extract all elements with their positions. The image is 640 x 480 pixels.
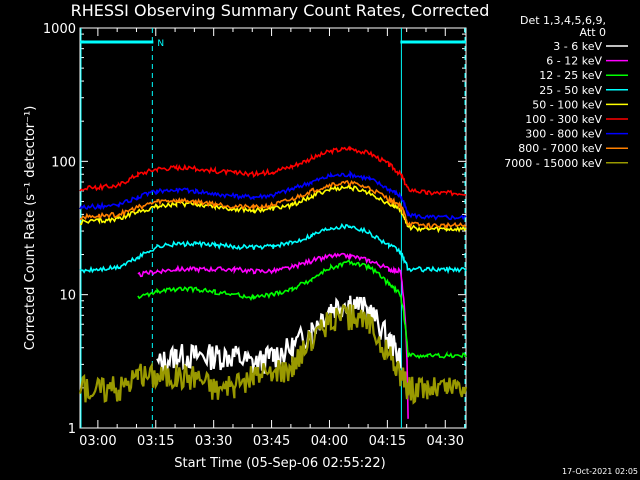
series-line [79,145,467,197]
legend-label: 6 - 12 keV [546,55,602,68]
x-tick-label: 04:15 [369,434,406,449]
legend-label: 100 - 300 keV [525,113,602,126]
legend-label: 3 - 6 keV [553,40,602,53]
series-line [137,259,467,360]
chart-title: RHESSI Observing Summary Count Rates, Co… [71,1,490,20]
series-line [79,180,467,230]
series-line [79,222,467,275]
legend-title: Det 1,3,4,5,6,9, [520,14,606,27]
x-tick-label: 04:30 [427,434,464,449]
plot-frame [79,27,467,429]
x-tick-label: 03:15 [137,434,174,449]
legend-label: 800 - 7000 keV [518,142,602,155]
legend-label: 300 - 800 keV [525,128,602,141]
legend-label: 12 - 25 keV [539,69,602,82]
x-tick-label: 03:00 [79,434,116,449]
y-tick-label: 1 [68,422,76,437]
legend-label: 50 - 100 keV [532,98,602,111]
legend-title: Att 0 [580,26,606,39]
series-line [79,170,467,221]
footer-date: 17-Oct-2021 02:05 [562,467,638,476]
y-tick-label: 10 [59,289,76,304]
series-line [156,295,402,374]
series-line [137,252,409,419]
y-tick-label: 100 [51,155,76,170]
series-line [78,303,468,405]
legend-label: 25 - 50 keV [539,84,602,97]
night-label: N [157,39,164,49]
x-tick-label: 03:45 [253,434,290,449]
legend-label: 7000 - 15000 keV [504,157,602,170]
x-tick-label: 03:30 [195,434,232,449]
legend: Det 1,3,4,5,6,9,Att 03 - 6 keV 6 - 12 keV… [504,14,628,170]
chart-area: 1 10 100 1000 03:00 03:15 03:30 03:45 04:00 04:15… [43,22,468,449]
y-axis-label: Corrected Count Rate (s⁻¹ detector⁻¹) [23,106,38,351]
x-tick-label: 04:00 [311,434,348,449]
y-tick-label: 1000 [43,22,76,37]
x-axis-label: Start Time (05-Sep-06 02:55:22) [174,456,385,471]
series-line [79,183,467,234]
